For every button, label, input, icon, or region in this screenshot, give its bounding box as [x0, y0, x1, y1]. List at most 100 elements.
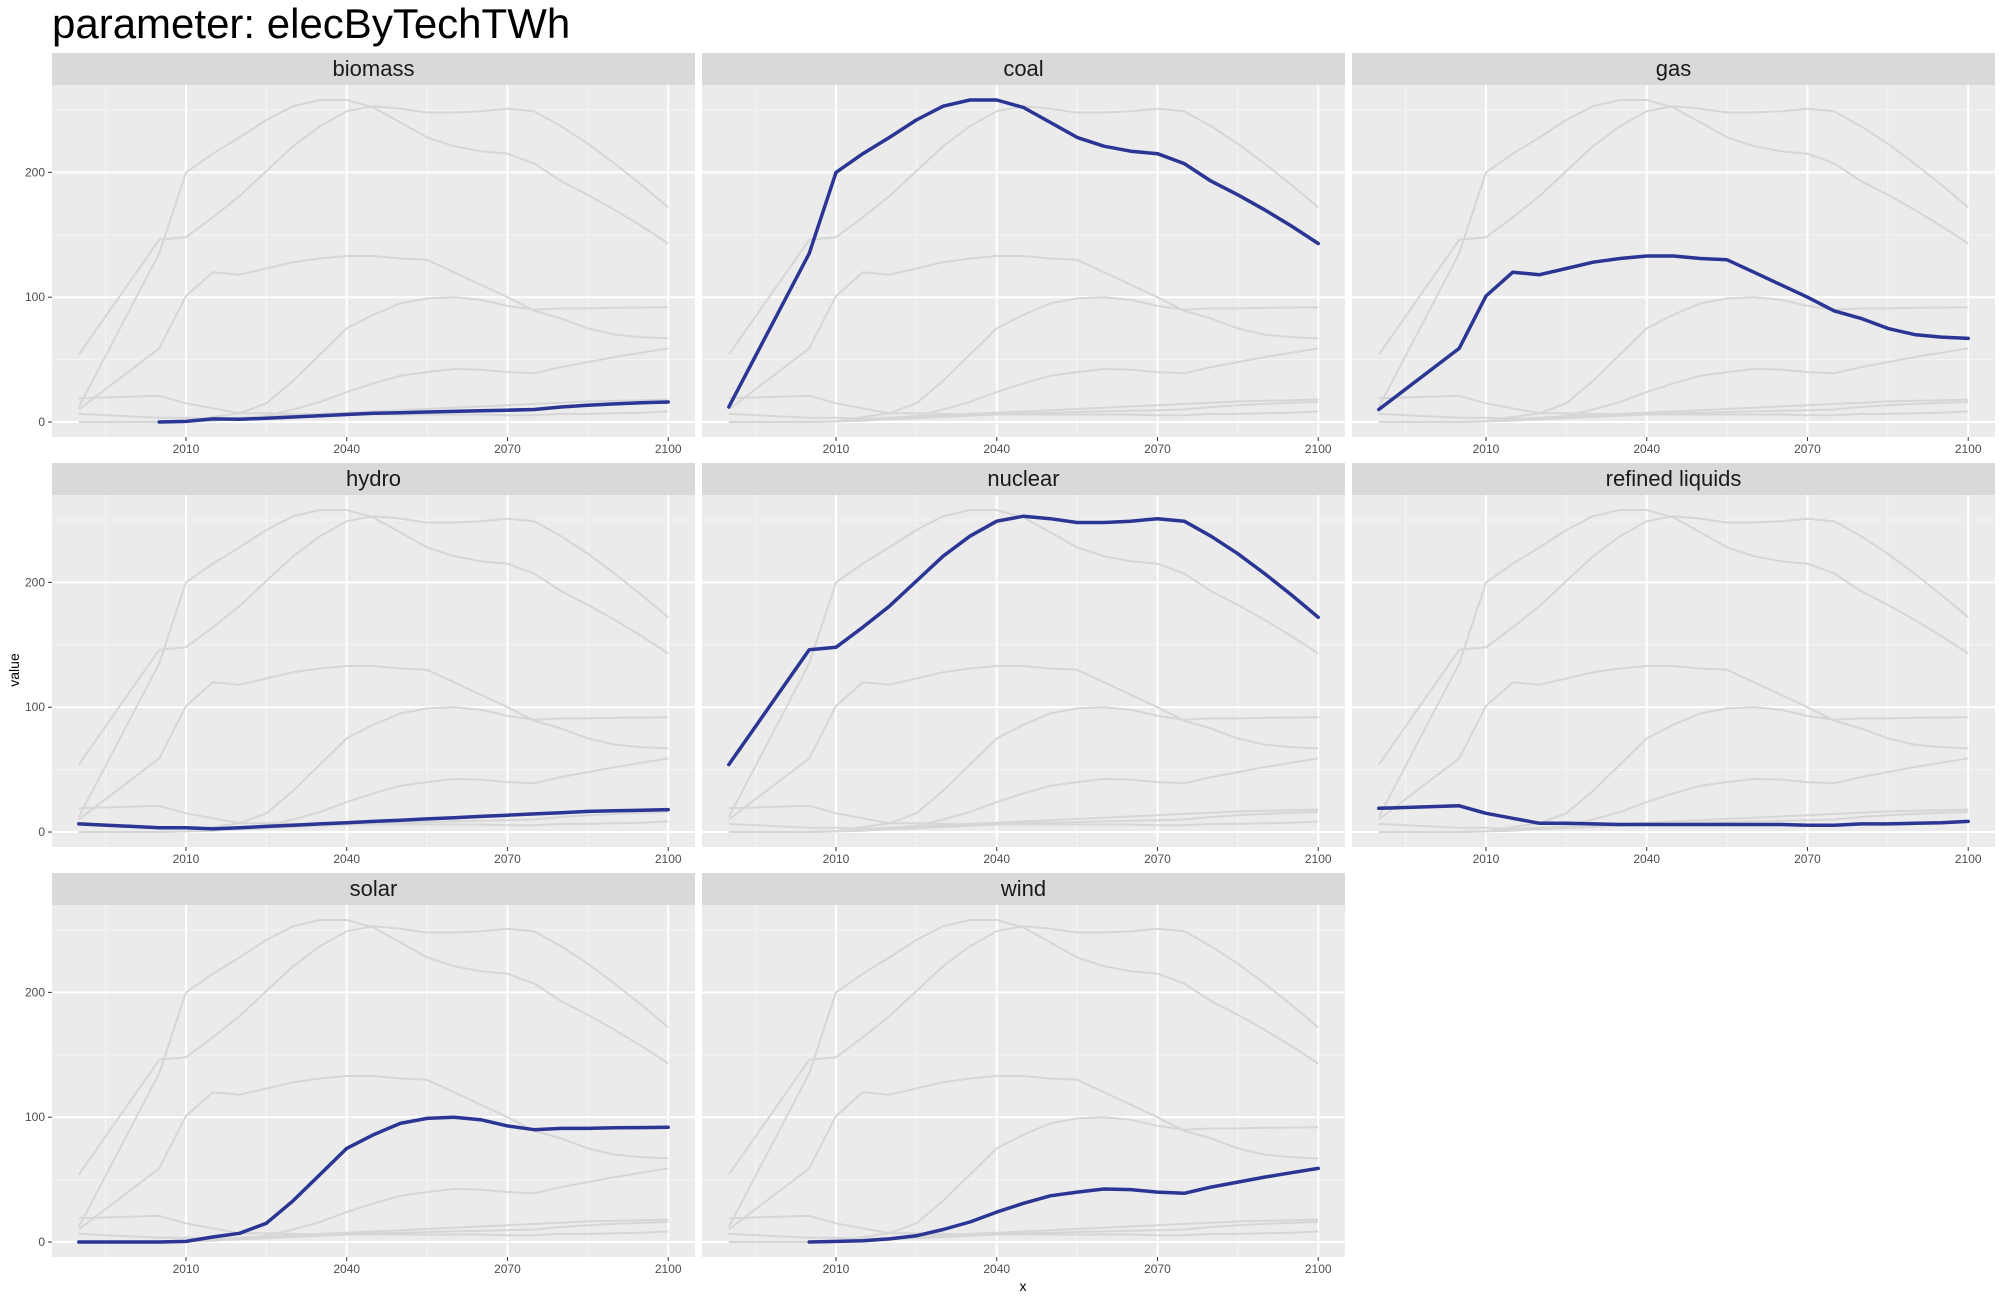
highlight-series-line: [727, 98, 1320, 409]
x-tick-label: 2040: [983, 1262, 1010, 1276]
strip-label: hydro: [346, 466, 401, 491]
facet-wind: wind 2010 2040 2070 2100: [702, 873, 1345, 1276]
x-tick-label: 2070: [494, 442, 521, 456]
facet-solar: solar 2010 2040 2070 2100 0 100 200: [25, 873, 695, 1276]
background-series-line: [159, 1167, 669, 1243]
y-tick-label: 100: [25, 290, 45, 304]
strip-background: [52, 463, 695, 495]
background-series-line: [1378, 808, 1969, 830]
highlight-series-line: [807, 1166, 1320, 1244]
x-tick-label: 2100: [1305, 852, 1332, 866]
y-tick-label: 0: [38, 825, 45, 839]
background-series-line: [1378, 398, 1969, 420]
strip-background: [702, 53, 1345, 85]
background-series-line: [1378, 296, 1969, 423]
background-series-line: [728, 808, 1319, 830]
background-series-line: [1377, 515, 1969, 766]
background-series-line: [78, 665, 669, 821]
highlight-series-line: [1377, 804, 1970, 827]
strip-background: [1352, 53, 1995, 85]
strip-label: refined liquids: [1606, 466, 1742, 491]
background-series-line: [1378, 665, 1969, 821]
facet-hydro: hydro 2010 2040 2070 2100 0 100 200: [25, 463, 695, 866]
background-series-line: [1377, 99, 1969, 408]
background-series-line: [77, 919, 669, 1228]
background-series-line: [78, 804, 669, 827]
x-tick-label: 2070: [1144, 442, 1171, 456]
strip-background: [52, 53, 695, 85]
facet-coal: coal 2010 2040 2070 2100: [702, 53, 1345, 456]
x-tick-label: 2070: [1144, 852, 1171, 866]
y-tick-label: 100: [25, 700, 45, 714]
background-series-line: [809, 347, 1319, 423]
background-series-line: [1378, 706, 1969, 833]
x-tick-label: 2100: [1305, 442, 1332, 456]
strip-label: wind: [1000, 876, 1046, 901]
background-series-line: [78, 1218, 669, 1240]
x-tick-label: 2100: [1955, 852, 1982, 866]
x-tick-label: 2040: [1633, 442, 1660, 456]
background-series-line: [728, 665, 1319, 821]
x-tick-label: 2010: [823, 1262, 850, 1276]
x-tick-label: 2040: [983, 442, 1010, 456]
facet-nuclear: nuclear 2010 2040 2070 2100: [702, 463, 1345, 866]
background-series-line: [1377, 105, 1969, 356]
background-series-line: [727, 919, 1319, 1228]
x-tick-label: 2010: [1473, 852, 1500, 866]
x-tick-label: 2100: [1955, 442, 1982, 456]
y-tick-label: 200: [25, 165, 45, 179]
strip-background: [52, 873, 695, 905]
x-tick-label: 2070: [494, 1262, 521, 1276]
background-series-line: [77, 925, 669, 1176]
x-tick-label: 2100: [1305, 1262, 1332, 1276]
background-series-line: [78, 255, 669, 411]
x-tick-label: 2070: [494, 852, 521, 866]
strip-background: [1352, 463, 1995, 495]
x-tick-label: 2010: [173, 1262, 200, 1276]
background-series-line: [727, 925, 1319, 1176]
highlight-series-line: [77, 807, 670, 831]
x-tick-label: 2100: [655, 442, 682, 456]
background-series-line: [78, 296, 669, 423]
facet-panels: biomass 2010 2040 2070 2100 0 100 200 coal 2010 20…: [25, 53, 1995, 1276]
background-series-line: [1377, 509, 1969, 818]
background-series-line: [77, 99, 669, 408]
x-tick-label: 2010: [823, 852, 850, 866]
background-series-line: [728, 1214, 1319, 1237]
x-tick-label: 2040: [333, 442, 360, 456]
background-series-line: [1459, 347, 1969, 423]
chart-title: parameter: elecByTechTWh: [52, 0, 571, 47]
background-series-line: [728, 255, 1319, 411]
strip-label: coal: [1003, 56, 1043, 81]
strip-label: nuclear: [987, 466, 1059, 491]
background-series-line: [78, 1214, 669, 1237]
y-axis-title: value: [6, 653, 22, 687]
background-series-line: [78, 394, 669, 417]
strip-background: [702, 463, 1345, 495]
background-series-line: [809, 757, 1319, 833]
x-tick-label: 2010: [823, 442, 850, 456]
strip-label: biomass: [333, 56, 415, 81]
y-tick-label: 0: [38, 1235, 45, 1249]
y-tick-label: 200: [25, 575, 45, 589]
background-series-line: [727, 105, 1319, 356]
background-series-line: [1378, 394, 1969, 417]
x-tick-label: 2040: [333, 852, 360, 866]
background-series-line: [77, 515, 669, 766]
background-series-line: [727, 509, 1319, 818]
x-tick-label: 2100: [655, 1262, 682, 1276]
background-series-line: [728, 394, 1319, 417]
y-tick-label: 200: [25, 985, 45, 999]
x-tick-label: 2070: [1794, 442, 1821, 456]
highlight-series-line: [727, 514, 1320, 767]
background-series-line: [78, 706, 669, 833]
background-series-line: [728, 804, 1319, 827]
background-series-line: [78, 1075, 669, 1231]
x-tick-label: 2040: [1633, 852, 1660, 866]
background-series-line: [77, 509, 669, 818]
x-tick-label: 2010: [1473, 442, 1500, 456]
strip-label: gas: [1656, 56, 1691, 81]
facet-refined-liquids: refined liquids 2010 2040 2070 2100: [1352, 463, 1995, 866]
background-series-line: [728, 398, 1319, 420]
x-axis-title: x: [1020, 1278, 1027, 1294]
